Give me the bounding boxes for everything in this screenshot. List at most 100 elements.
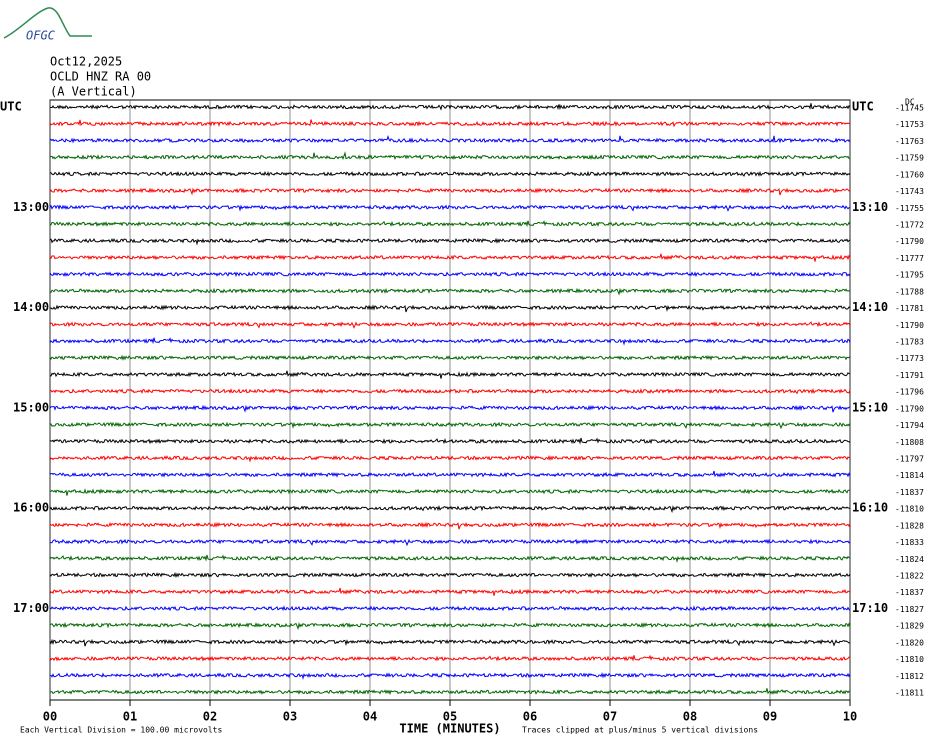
trace <box>50 672 851 681</box>
x-tick-label: 05 <box>443 710 457 724</box>
dc-offset: -11755 <box>895 204 924 213</box>
trace <box>49 521 851 530</box>
dc-offset: -11811 <box>895 689 924 698</box>
logo-curve <box>3 7 92 39</box>
x-tick-label: 03 <box>283 710 297 724</box>
dc-offset: -11783 <box>895 338 924 347</box>
offset-heading: DC <box>905 98 915 107</box>
dc-offset: -11790 <box>895 237 924 246</box>
dc-offset: -11743 <box>895 187 924 196</box>
trace <box>49 605 851 612</box>
scale-note: Each Vertical Division = 100.00 microvol… <box>20 726 222 735</box>
x-tick-label: 04 <box>363 710 377 724</box>
trace <box>49 135 851 144</box>
trace <box>50 170 851 177</box>
trace <box>49 287 851 296</box>
dc-offset: -11833 <box>895 538 924 547</box>
logo: OFGC <box>26 29 56 43</box>
dc-offset: -11795 <box>895 271 924 280</box>
date: Oct12,2025 <box>50 55 122 69</box>
dc-offset: -11828 <box>895 521 924 530</box>
dc-offset: -11824 <box>895 555 924 564</box>
trace <box>49 271 851 278</box>
dc-offset: -11829 <box>895 622 924 631</box>
clip-note: Traces clipped at plus/minus 5 vertical … <box>522 726 758 735</box>
dc-offset: -11810 <box>895 655 924 664</box>
trace <box>49 103 851 111</box>
x-tick-label: 02 <box>203 710 217 724</box>
trace <box>49 638 851 647</box>
x-tick-label: 08 <box>683 710 697 724</box>
trace <box>49 187 851 196</box>
trace <box>49 220 851 228</box>
trace <box>49 470 851 478</box>
station: OCLD HNZ RA 00 <box>50 70 151 84</box>
dc-offset: -11812 <box>895 672 924 681</box>
dc-offset: -11788 <box>895 287 924 296</box>
left-time-label: 17:00 <box>13 601 49 615</box>
dc-offset: -11814 <box>895 471 924 480</box>
dc-offset: -11772 <box>895 221 924 230</box>
trace <box>49 204 851 212</box>
right-time-label: 16:10 <box>852 501 888 515</box>
dc-offset: -11777 <box>895 254 924 263</box>
dc-offset: -11790 <box>895 321 924 330</box>
dc-offset: -11837 <box>895 588 924 597</box>
right-time-label: 15:10 <box>852 400 888 414</box>
right-time-label: UTC <box>852 100 874 114</box>
dc-offset: -11791 <box>895 371 924 380</box>
trace <box>49 253 851 262</box>
dc-offset: -11822 <box>895 572 924 581</box>
x-axis-label: TIME (MINUTES) <box>399 722 500 736</box>
left-time-label: 15:00 <box>13 400 49 414</box>
trace <box>49 151 850 161</box>
dc-offset: -11745 <box>895 104 924 113</box>
left-time-label: 13:00 <box>13 200 49 214</box>
right-time-label: 14:10 <box>852 300 888 314</box>
left-time-label: UTC <box>0 100 22 114</box>
dc-offset: -11837 <box>895 488 924 497</box>
component: (A Vertical) <box>50 85 137 99</box>
trace <box>49 621 851 631</box>
trace <box>49 387 851 395</box>
trace <box>49 354 851 361</box>
dc-offset: -11773 <box>895 354 924 363</box>
x-tick-label: 06 <box>523 710 537 724</box>
trace <box>49 654 850 662</box>
right-time-label: 17:10 <box>852 601 888 615</box>
dc-offset: -11827 <box>895 605 924 614</box>
x-tick-label: 09 <box>763 710 777 724</box>
x-tick-label: 07 <box>603 710 617 724</box>
dc-offset: -11794 <box>895 421 924 430</box>
trace <box>49 437 851 445</box>
left-time-label: 14:00 <box>13 300 49 314</box>
x-tick-label: 10 <box>843 710 857 724</box>
x-tick-label: 01 <box>123 710 137 724</box>
dc-offset: -11759 <box>895 154 924 163</box>
dc-offset: -11753 <box>895 120 924 129</box>
trace <box>49 337 851 346</box>
trace <box>49 321 851 329</box>
left-time-label: 16:00 <box>13 501 49 515</box>
trace <box>49 370 851 379</box>
trace <box>49 119 851 128</box>
trace <box>49 237 851 246</box>
x-tick-label: 00 <box>43 710 57 724</box>
dc-offset: -11797 <box>895 455 924 464</box>
dc-offset: -11796 <box>895 388 924 397</box>
trace <box>50 488 851 496</box>
dc-offset: -11808 <box>895 438 924 447</box>
trace <box>49 504 851 514</box>
dc-offset: -11810 <box>895 505 924 514</box>
dc-offset: -11760 <box>895 170 924 179</box>
trace <box>49 404 851 413</box>
trace <box>49 421 851 430</box>
trace <box>49 538 851 547</box>
trace <box>49 304 851 313</box>
right-time-label: 13:10 <box>852 200 888 214</box>
trace <box>49 688 851 696</box>
dc-offset: -11790 <box>895 404 924 413</box>
dc-offset: -11763 <box>895 137 924 146</box>
